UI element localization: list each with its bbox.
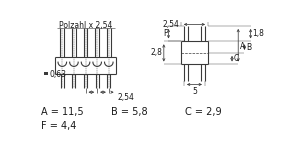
Text: 0,63: 0,63 (49, 70, 66, 79)
Text: 2,8: 2,8 (150, 48, 162, 57)
Text: Polzahl x 2,54: Polzahl x 2,54 (59, 21, 112, 30)
Text: 5: 5 (192, 87, 197, 96)
Bar (44, 72, 48, 75)
Text: B = 5,8: B = 5,8 (111, 107, 148, 117)
Text: 1,8: 1,8 (252, 29, 264, 38)
Text: C: C (234, 54, 239, 63)
Text: F: F (163, 29, 168, 38)
Text: 2,54: 2,54 (163, 20, 179, 29)
Text: 2,54: 2,54 (117, 93, 134, 102)
Text: A = 11,5: A = 11,5 (41, 107, 84, 117)
Text: F = 4,4: F = 4,4 (41, 121, 77, 131)
Text: C = 2,9: C = 2,9 (185, 107, 221, 117)
Text: B: B (246, 43, 251, 52)
Text: A: A (240, 42, 245, 51)
